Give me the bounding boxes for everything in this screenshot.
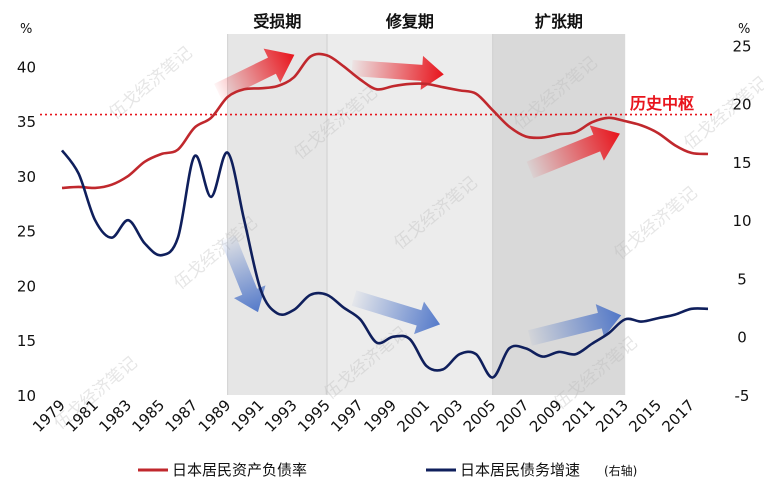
left-axis-tick: 15 (17, 332, 36, 350)
x-axis-tick: 2015 (625, 396, 665, 436)
right-axis-tick: 0 (737, 329, 747, 347)
series-line-2 (60, 149, 709, 379)
x-axis-tick: 1991 (228, 396, 268, 436)
phase-labels: 受损期 修复期 扩张期 (253, 12, 583, 31)
reference-line-label: 历史中枢 (630, 94, 694, 113)
x-axis-tick: 1999 (360, 396, 400, 436)
right-axis-tick: 5 (737, 270, 747, 288)
series-line-1 (61, 52, 709, 190)
legend-axis-note: (右轴) (604, 463, 637, 478)
trend-arrows (214, 48, 622, 346)
phase-label-3: 扩张期 (535, 12, 583, 31)
x-axis-tick: 1983 (95, 396, 135, 436)
x-axis-tick: 2017 (659, 396, 699, 436)
arrow-up-icon (528, 304, 622, 346)
phase-label-1: 受损期 (253, 12, 301, 31)
x-axis-tick: 2003 (427, 396, 467, 436)
x-axis-tick: 2013 (592, 396, 632, 436)
x-axis-tick: 2005 (460, 396, 500, 436)
phase-band-2 (327, 34, 493, 395)
x-axis-tick: 1989 (195, 396, 235, 436)
legend: 日本居民资产负债率 日本居民债务增速 (右轴) (138, 461, 637, 479)
arrow-up-icon (526, 125, 620, 179)
left-axis-tick: 35 (17, 113, 36, 131)
x-axis-tick: 1995 (294, 396, 334, 436)
left-axis-unit: % (20, 22, 32, 37)
x-axis-tick: 2001 (394, 396, 434, 436)
right-axis-tick: 25 (732, 37, 751, 55)
left-axis-tick: 25 (17, 223, 36, 241)
right-axis-unit: % (738, 22, 750, 37)
legend-label-series-1: 日本居民资产负债率 (172, 461, 307, 479)
phase-label-2: 修复期 (385, 12, 434, 31)
x-axis-tick: 1993 (261, 396, 301, 436)
arrow-down-icon (220, 235, 266, 313)
watermark: 伍戈经济笔记 (105, 43, 196, 124)
left-axis-tick: 20 (17, 277, 36, 295)
arrow-up-icon (214, 48, 295, 101)
right-axis-tick: 15 (732, 154, 751, 172)
right-axis-tick: 20 (732, 96, 751, 114)
left-axis-tick: 10 (17, 387, 36, 405)
right-axis-tick: 10 (732, 212, 751, 230)
right-axis-tick: -5 (735, 387, 750, 405)
x-axis-tick: 2007 (493, 396, 533, 436)
legend-label-series-2: 日本居民债务增速 (460, 461, 580, 479)
x-axis-tick: 1987 (162, 396, 202, 436)
left-axis-tick: 30 (17, 168, 36, 186)
arrow-right-icon (351, 55, 444, 90)
x-axis-tick: 1985 (128, 396, 168, 436)
left-axis-tick: 40 (17, 58, 36, 76)
arrow-down-icon (351, 290, 441, 335)
series-lines (60, 52, 709, 379)
